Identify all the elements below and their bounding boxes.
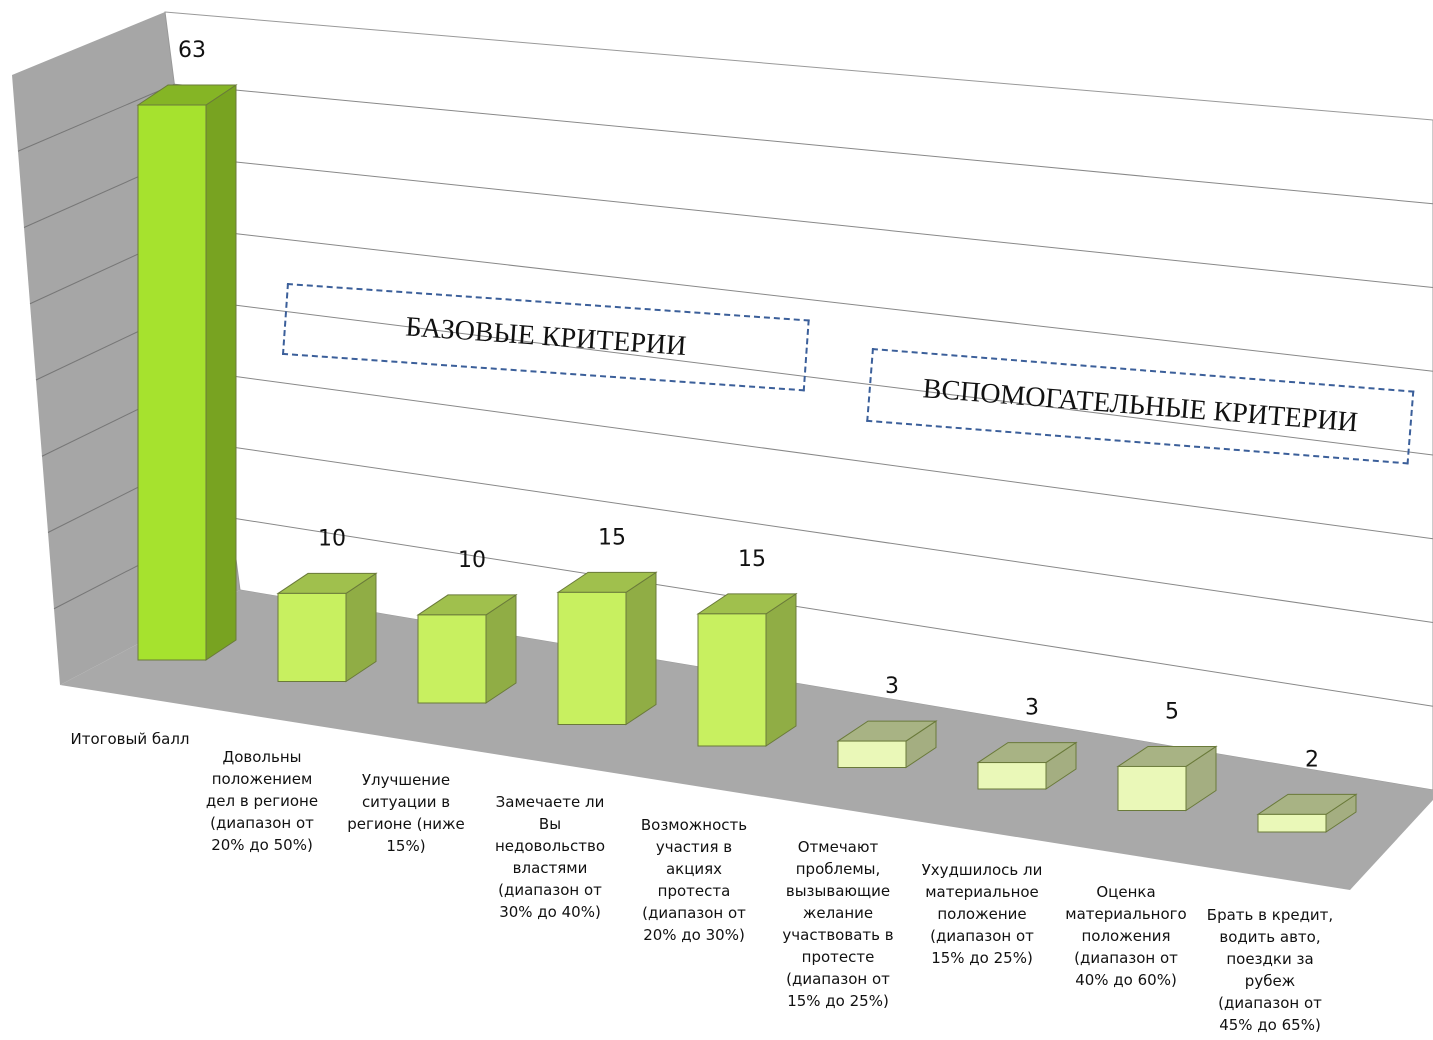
x-tick-label: Улучшение ситуации в регионе (ниже 15%) <box>347 770 465 855</box>
bar-front <box>837 740 907 768</box>
value-label: 10 <box>458 548 486 573</box>
x-tick-label: Довольны положением дел в регионе (диапа… <box>205 748 319 854</box>
value-label: 3 <box>1025 696 1039 721</box>
bar <box>1116 745 1218 812</box>
bar <box>556 571 658 726</box>
grid-line <box>211 372 1433 540</box>
bar-front <box>977 762 1047 790</box>
value-label: 3 <box>885 674 899 699</box>
grid-line <box>174 83 1433 205</box>
bar <box>1256 793 1358 833</box>
grid-line <box>193 228 1433 372</box>
bar-front <box>417 614 487 704</box>
grid-line <box>221 445 1433 623</box>
x-tick-label: Замечаете ли Вы недовольство властями (д… <box>494 793 606 921</box>
x-tick-label: Ухудшилось ли материальное положение (ди… <box>921 860 1043 967</box>
bar-side <box>205 84 237 661</box>
bar-front <box>1257 813 1327 833</box>
bars: 63 10 10 15 15 3 3 5 2 <box>136 38 1358 833</box>
value-label: 2 <box>1305 747 1319 772</box>
bar-front <box>137 104 207 661</box>
x-tick-label: Брать в кредит, водить авто, поездки за … <box>1206 905 1334 1034</box>
bar <box>136 84 238 661</box>
x-tick-label: Отмечают проблемы, вызывающие желание уч… <box>782 838 894 1010</box>
grid <box>17 83 1433 707</box>
grid-line <box>183 156 1433 288</box>
value-label: 10 <box>318 526 346 551</box>
bar <box>276 572 378 683</box>
grid-line <box>230 517 1433 707</box>
bar-front <box>557 591 627 725</box>
x-tick-label: Возможность участия в акциях протеста (д… <box>640 815 748 944</box>
bar-front <box>277 592 347 683</box>
bar <box>836 720 938 769</box>
value-label: 15 <box>738 547 766 572</box>
grid-line <box>17 83 175 152</box>
bar-side <box>625 571 657 726</box>
annotation: БАЗОВЫЕ КРИТЕРИИ <box>404 311 688 362</box>
value-label: 15 <box>598 525 626 550</box>
bar <box>696 592 798 747</box>
x-tick-label: Оценка материального положения (диапазон… <box>1065 883 1187 989</box>
grid-line <box>202 300 1433 456</box>
bar <box>416 593 518 704</box>
value-label: 5 <box>1165 699 1179 724</box>
bar-front <box>697 613 767 747</box>
bar-front <box>1117 765 1187 812</box>
annotation: ВСПОМОГАТЕЛЬНЫЕ КРИТЕРИИ <box>921 373 1359 439</box>
x-tick-label: Итоговый балл <box>70 730 190 748</box>
bar-side <box>765 592 797 747</box>
bar <box>976 741 1078 790</box>
value-label: 63 <box>178 38 206 63</box>
